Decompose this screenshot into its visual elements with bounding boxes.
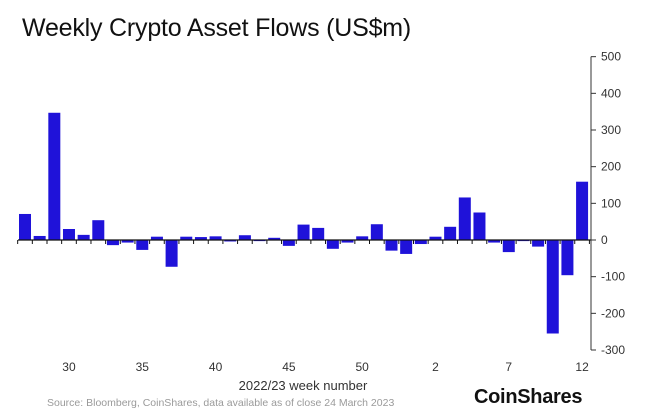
- bar-week-11: [561, 240, 574, 276]
- chart-title: Weekly Crypto Asset Flows (US$m): [22, 14, 412, 42]
- x-tick-label: 30: [62, 360, 76, 374]
- y-tick-label: 400: [601, 86, 621, 100]
- bar-week-44: [268, 237, 281, 240]
- bar-week-28: [33, 235, 46, 240]
- bar-week-1: [414, 240, 427, 245]
- y-tick-label: 200: [601, 160, 621, 174]
- y-tick-label: -100: [601, 270, 625, 284]
- source-note: Source: Bloomberg, CoinShares, data avai…: [47, 397, 395, 409]
- bar-week-46: [297, 224, 310, 240]
- bar-week-48: [326, 240, 339, 249]
- bar-week-31: [77, 234, 90, 240]
- bar-week-32: [92, 220, 105, 240]
- bar-week-37: [165, 240, 178, 267]
- bar-week-12: [576, 181, 589, 240]
- bar-week-5: [473, 212, 486, 240]
- bar-week-53: [400, 240, 413, 254]
- bar-week-51: [370, 224, 383, 240]
- bar-week-33: [106, 240, 119, 246]
- y-tick-label: 500: [601, 50, 621, 64]
- bar-week-50: [356, 236, 369, 240]
- y-tick-label: -200: [601, 306, 625, 320]
- bar-week-52: [385, 240, 398, 251]
- bar-week-30: [62, 229, 75, 240]
- bar-week-41: [224, 240, 237, 242]
- x-tick-label: 2: [432, 360, 439, 374]
- bar-week-27: [19, 213, 31, 240]
- bar-week-38: [180, 236, 193, 240]
- bar-week-9: [532, 240, 545, 247]
- coinshares-logo: CoinShares: [474, 386, 583, 408]
- x-tick-label: 50: [356, 360, 370, 374]
- y-tick-label: 100: [601, 196, 621, 210]
- y-tick-label: -300: [601, 343, 625, 357]
- bar-week-36: [150, 236, 163, 240]
- bar-week-29: [48, 112, 61, 240]
- bar-week-4: [458, 197, 471, 240]
- x-tick-label: 12: [575, 360, 589, 374]
- x-tick-label: 45: [282, 360, 296, 374]
- bar-week-42: [238, 235, 251, 240]
- bar-week-39: [194, 237, 207, 240]
- x-tick-label: 7: [505, 360, 512, 374]
- bar-week-10: [546, 240, 559, 334]
- y-tick-label: 0: [601, 233, 608, 247]
- bar-week-40: [209, 236, 222, 240]
- bar-week-49: [341, 240, 354, 243]
- bar-week-6: [488, 240, 501, 243]
- bar-week-7: [502, 240, 515, 253]
- x-tick-label: 35: [136, 360, 150, 374]
- x-tick-label: 40: [209, 360, 223, 374]
- bar-week-45: [282, 240, 295, 246]
- y-tick-label: 300: [601, 123, 621, 137]
- bar-week-3: [444, 226, 457, 240]
- bar-week-47: [312, 227, 325, 240]
- bar-week-2: [429, 236, 442, 240]
- bar-week-35: [136, 240, 149, 250]
- bar-week-34: [121, 240, 134, 243]
- x-axis-label: 2022/23 week number: [238, 378, 368, 393]
